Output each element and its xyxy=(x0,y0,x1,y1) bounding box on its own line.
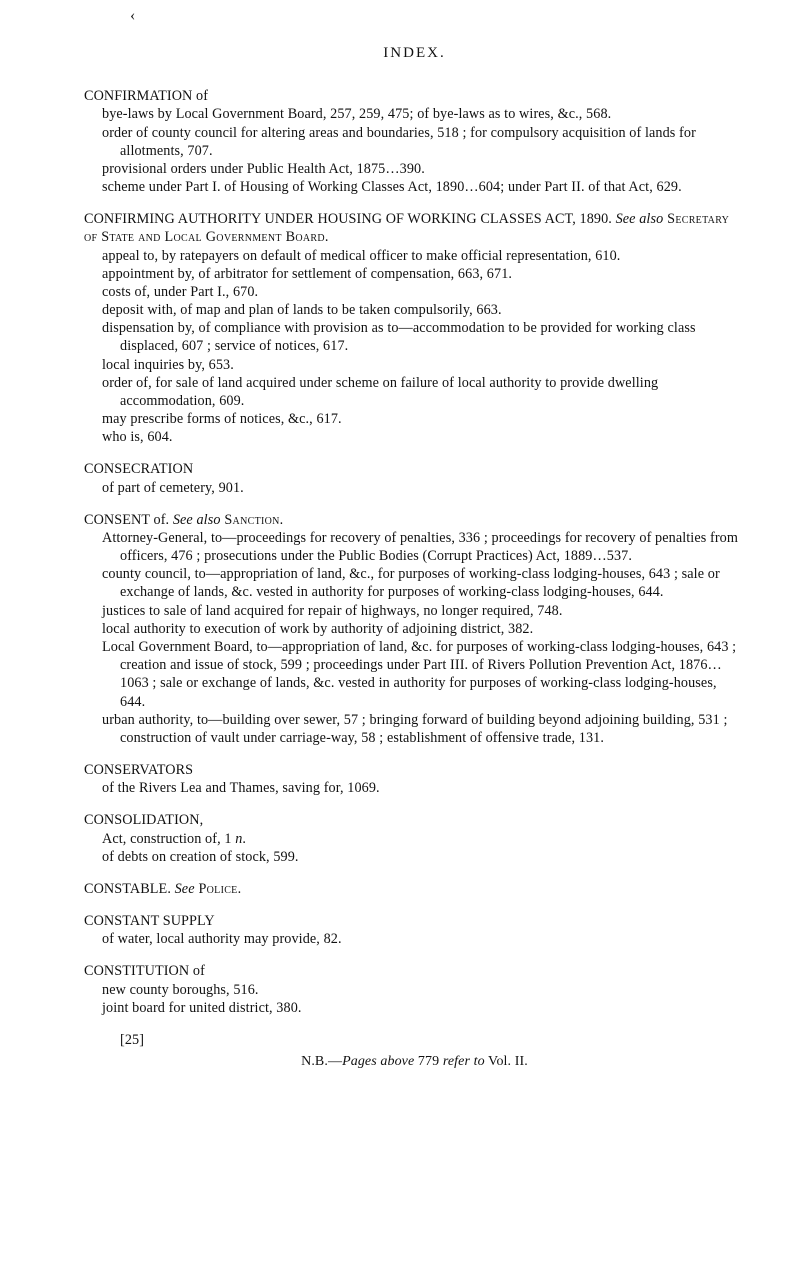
footer-ref-pre: N.B.— xyxy=(301,1054,342,1069)
entry-subline: local authority to execution of work by … xyxy=(120,620,745,638)
index-entry: CONSOLIDATION,Act, construction of, 1 n.… xyxy=(84,811,745,866)
index-entry: CONSTABLE. See Police. xyxy=(84,880,745,898)
entry-heading: CONSOLIDATION, xyxy=(84,811,745,829)
entry-subline: who is, 604. xyxy=(120,428,745,446)
entry-subline: joint board for united district, 380. xyxy=(120,999,745,1017)
entry-subline: appeal to, by ratepayers on default of m… xyxy=(120,247,745,265)
entry-heading-text: CONFIRMING AUTHORITY UNDER HOUSING OF WO… xyxy=(84,211,616,227)
cross-reference-target: Sanction. xyxy=(221,512,284,528)
index-entry: CONFIRMING AUTHORITY UNDER HOUSING OF WO… xyxy=(84,210,745,446)
subline-text: of debts on creation of stock, 599. xyxy=(102,849,299,865)
entry-heading: CONFIRMING AUTHORITY UNDER HOUSING OF WO… xyxy=(84,210,745,246)
entry-subline: county council, to—appropriation of land… xyxy=(120,565,745,601)
entry-subline: of debts on creation of stock, 599. xyxy=(120,848,745,866)
see-label: See xyxy=(175,881,195,897)
entry-heading: CONSENT of. See also Sanction. xyxy=(84,511,745,529)
entry-subline: order of, for sale of land acquired unde… xyxy=(120,374,745,410)
entry-subline: provisional orders under Public Health A… xyxy=(120,160,745,178)
entry-subline: appointment by, of arbitrator for settle… xyxy=(120,265,745,283)
entry-subline: urban authority, to—building over sewer,… xyxy=(120,711,745,747)
entry-subline: of water, local authority may provide, 8… xyxy=(120,930,745,948)
index-entry: CONSECRATIONof part of cemetery, 901. xyxy=(84,460,745,496)
index-entry: CONSENT of. See also Sanction.Attorney-G… xyxy=(84,511,745,747)
page-title: INDEX. xyxy=(84,44,745,63)
entry-subline: new county boroughs, 516. xyxy=(120,981,745,999)
footer-ref-mid: 779 xyxy=(414,1054,443,1069)
entry-subline: dispensation by, of compliance with prov… xyxy=(120,319,745,355)
footer-ref-ital2: refer to xyxy=(443,1054,485,1069)
index-entries: CONFIRMATION ofbye-laws by Local Governm… xyxy=(84,87,745,1017)
entry-subline: justices to sale of land acquired for re… xyxy=(120,602,745,620)
index-entry: CONFIRMATION ofbye-laws by Local Governm… xyxy=(84,87,745,196)
entry-subline: of part of cemetery, 901. xyxy=(120,479,745,497)
entry-subline: local inquiries by, 653. xyxy=(120,356,745,374)
scan-artifact-mark: ‹ xyxy=(130,6,135,26)
index-entry: CONSERVATORSof the Rivers Lea and Thames… xyxy=(84,761,745,797)
entry-subline: bye-laws by Local Government Board, 257,… xyxy=(120,105,745,123)
entry-heading-text: CONSTABLE. xyxy=(84,881,175,897)
subline-text: . xyxy=(242,831,246,847)
see-also-label: See also xyxy=(173,512,221,528)
cross-reference-note: N.B.—Pages above 779 refer to Vol. II. xyxy=(84,1053,745,1071)
entry-subline: of the Rivers Lea and Thames, saving for… xyxy=(120,779,745,797)
entry-subline: deposit with, of map and plan of lands t… xyxy=(120,301,745,319)
entry-heading: CONSECRATION xyxy=(84,460,745,478)
entry-heading: CONSTABLE. See Police. xyxy=(84,880,745,898)
entry-subline: Attorney-General, to—proceedings for rec… xyxy=(120,529,745,565)
entry-subline: costs of, under Part I., 670. xyxy=(120,283,745,301)
entry-subline: scheme under Part I. of Housing of Worki… xyxy=(120,178,745,196)
entry-heading: CONSTITUTION of xyxy=(84,962,745,980)
entry-subline: may prescribe forms of notices, &c., 617… xyxy=(120,410,745,428)
entry-subline: Act, construction of, 1 n. xyxy=(120,830,745,848)
entry-heading: CONSTANT SUPPLY xyxy=(84,912,745,930)
index-entry: CONSTANT SUPPLYof water, local authority… xyxy=(84,912,745,948)
signature-number: [25] xyxy=(120,1031,745,1049)
entry-subline: Local Government Board, to—appropriation… xyxy=(120,638,745,711)
index-entry: CONSTITUTION ofnew county boroughs, 516.… xyxy=(84,962,745,1017)
subline-text: Act, construction of, 1 xyxy=(102,831,235,847)
see-also-label: See also xyxy=(616,211,664,227)
footer-ref-ital1: Pages above xyxy=(342,1054,414,1069)
entry-subline: order of county council for altering are… xyxy=(120,124,745,160)
cross-reference-target: Police. xyxy=(195,881,242,897)
page-footer: [25] N.B.—Pages above 779 refer to Vol. … xyxy=(84,1031,745,1071)
entry-heading-text: CONSENT of. xyxy=(84,512,173,528)
entry-heading: CONSERVATORS xyxy=(84,761,745,779)
footer-ref-post: Vol. II. xyxy=(485,1054,528,1069)
entry-heading: CONFIRMATION of xyxy=(84,87,745,105)
